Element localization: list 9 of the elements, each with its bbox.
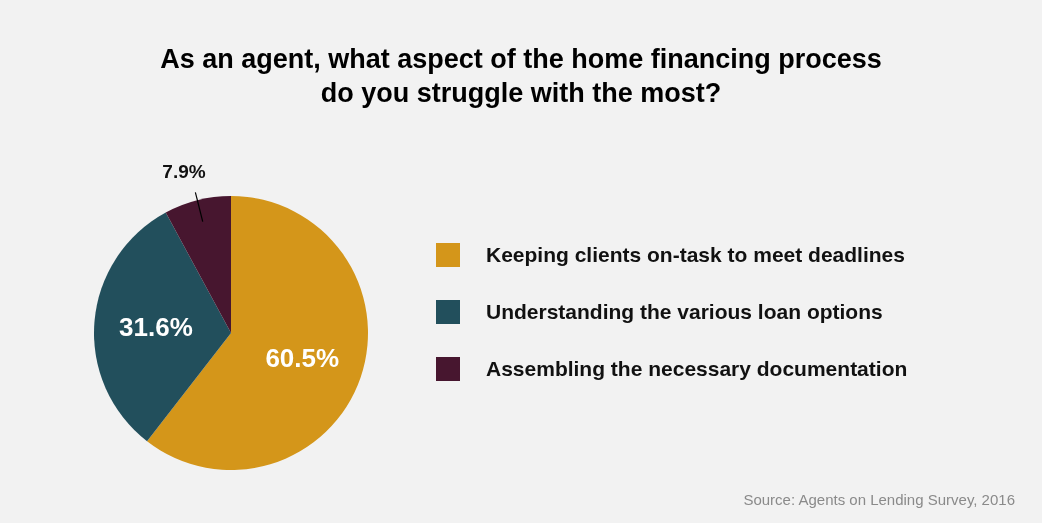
chart-title: As an agent, what aspect of the home financing process do you struggle with the most? xyxy=(160,44,882,108)
legend-label: Understanding the various loan options xyxy=(486,300,883,324)
source-note: Source: Agents on Lending Survey, 2016 xyxy=(743,491,1015,508)
pie-slice xyxy=(94,212,231,442)
data-label: 60.5% xyxy=(265,342,340,373)
legend-label: Keeping clients on-task to meet deadlines xyxy=(486,243,905,267)
data-label: 7.9% xyxy=(162,160,206,182)
legend-label: Assembling the necessary documentation xyxy=(486,357,908,381)
data-label: 31.6% xyxy=(119,311,193,342)
